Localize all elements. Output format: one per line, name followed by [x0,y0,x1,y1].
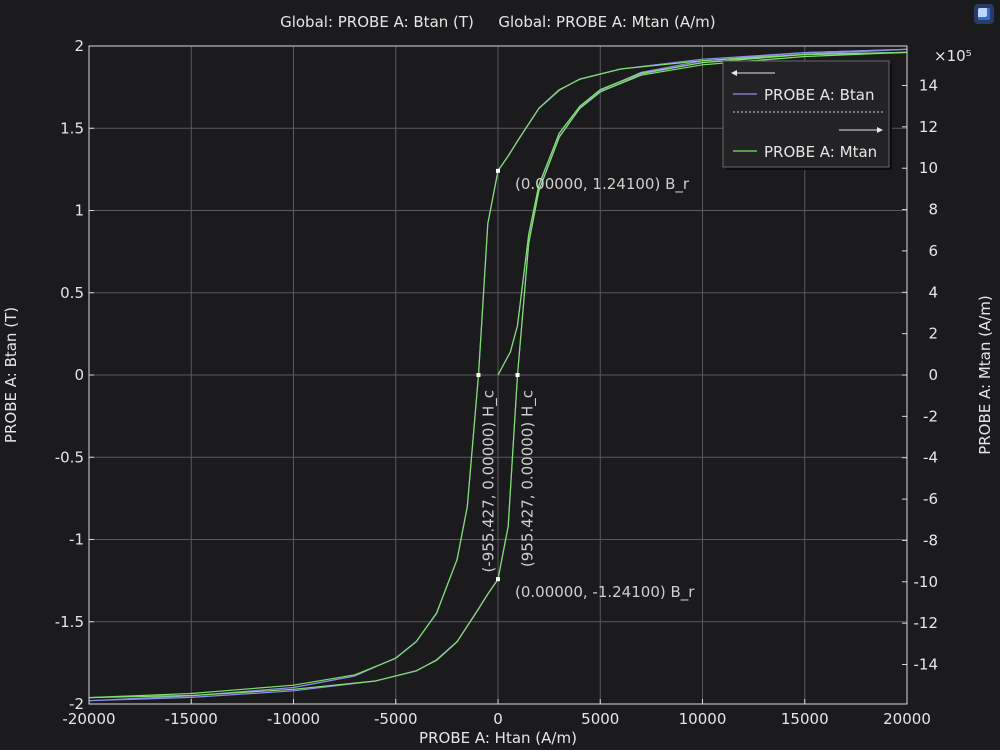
y-axis-label: PROBE A: Btan (T) [2,307,20,443]
y2-tick-label: -6 [923,490,938,508]
annotation-point [476,373,481,377]
y2-tick-label: -12 [914,614,939,632]
y2-tick-label: 8 [928,201,938,219]
y-tick-label: 0 [74,366,84,384]
y-tick-label: -0.5 [55,448,84,466]
x-tick-label: 5000 [581,710,619,728]
y-tick-label: -2 [69,695,84,713]
y2-tick-label: 4 [928,283,938,301]
y2-axis-label: PROBE A: Mtan (A/m) [976,295,994,455]
y2-tick-label: -10 [914,573,939,591]
x-tick-label: 10000 [679,710,727,728]
y-tick-label: -1.5 [55,613,84,631]
y-tick-label: 1.5 [60,119,84,137]
legend-label-btan: PROBE A: Btan [764,86,875,104]
y2-tick-label: 10 [919,159,938,177]
annotation-label: (0.00000, -1.24100) B_r [515,583,695,602]
y-tick-label: 0.5 [60,284,84,302]
legend-box [722,60,890,168]
annotation-point [496,168,500,173]
annotation-label: (0.00000, 1.24100) B_r [515,175,690,194]
y2-exponent-label: ×10⁵ [934,47,972,65]
series-lines [88,48,908,702]
annotation-point [496,577,500,582]
x-tick-label: 0 [493,710,503,728]
mtan-ascending-branch-line [88,51,908,699]
y2-tick-label: 12 [919,118,938,136]
chart-title-left: Global: PROBE A: Btan (T) [280,13,474,31]
y2-tick-label: -4 [923,449,938,467]
annotation-label: (-955.427, 0.00000) H_c [479,390,498,573]
legend-label-mtan: PROBE A: Mtan [764,143,877,161]
y2-tick-label: -2 [923,407,938,425]
x-axis-label: PROBE A: Htan (A/m) [419,729,577,747]
right-arrow-icon [877,127,883,133]
annotations: (0.00000, 1.24100) B_r (0.00000, -1.24100… [476,168,695,602]
annotation-label: (955.427, 0.00000) H_c [519,390,538,567]
y2-tick-label: -8 [923,531,938,549]
left-arrow-icon [731,70,737,76]
x-tick-label: 15000 [781,710,829,728]
chart-title-right: Global: PROBE A: Mtan (A/m) [498,13,715,31]
y2-tick-label: 0 [928,366,938,384]
y2-tick-label: -14 [914,656,939,674]
x-tick-label: -15000 [165,710,218,728]
mtan-descending-branch-line [88,51,908,699]
x-tick-label: 20000 [883,710,931,728]
legend: PROBE A: Btan PROBE A: Mtan [722,60,892,170]
y-tick-label: -1 [69,531,84,549]
y2-tick-label: 14 [919,76,938,94]
y-tick-label: 2 [74,37,84,55]
x-tick-label: -10000 [267,710,320,728]
y-tick-label: 1 [74,202,84,220]
y2-tick-label: 6 [928,242,938,260]
mtan-initial-curve-line [497,51,908,376]
tick-marks [88,45,908,705]
x-tick-label: -20000 [62,710,115,728]
y2-tick-label: 2 [928,325,938,343]
annotation-point [515,373,520,377]
app-window-icon[interactable] [974,4,994,24]
x-tick-label: -5000 [374,710,418,728]
